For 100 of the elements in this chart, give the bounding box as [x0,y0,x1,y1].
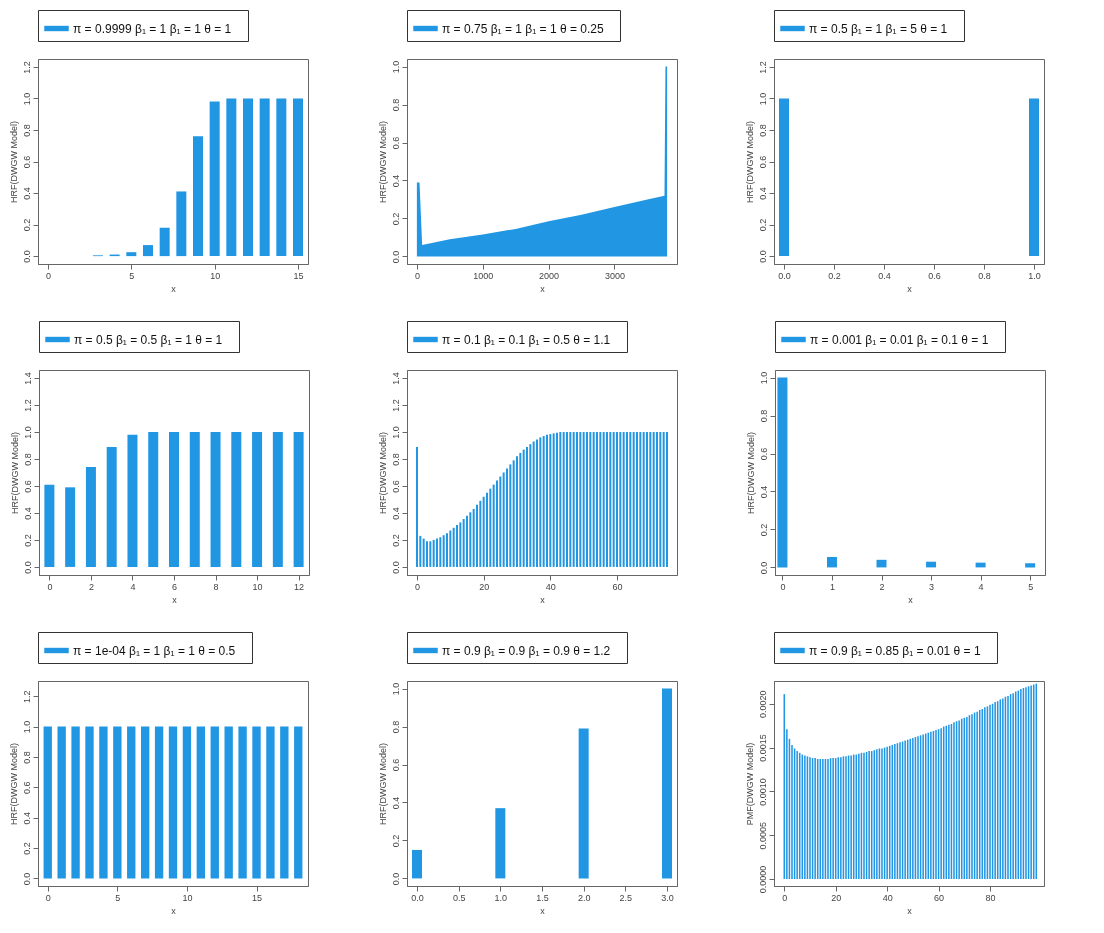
x-tick-label: 0 [780,581,786,592]
bar [449,530,452,567]
x-tick-label: 15 [252,892,263,903]
bar [276,98,287,257]
x-tick-label: 10 [182,892,193,903]
bar [629,432,632,567]
bar [596,432,598,567]
bar [662,688,672,879]
bar [542,436,545,567]
bar [662,432,665,567]
y-tick-label: 0.4 [390,507,401,520]
y-tick-label: 0.4 [390,174,401,188]
bar [416,446,418,567]
x-tick-label: 1000 [473,270,494,281]
bar [1025,563,1036,568]
y-tick-label: 0.2 [21,218,32,232]
y-tick-label: 0.6 [21,155,32,169]
legend-label: π = 0.5 β₁ = 1 β₁ = 5 θ = 1 [809,21,948,36]
bar [44,484,55,567]
legend-label: π = 1e-04 β₁ = 1 β₁ = 1 θ = 0.5 [73,643,236,658]
x-tick-label: 2.5 [619,892,633,903]
x-tick-label: 0 [45,270,52,281]
bar [586,432,588,567]
bar [459,522,462,567]
y-tick-label: 0.8 [21,124,32,137]
x-tick-label: 2 [879,581,885,592]
y-tick-label: 0.6 [390,480,401,493]
x-tick-label: 0 [782,892,788,903]
bar [489,488,492,567]
bar [559,432,562,567]
bar [159,227,170,257]
bar [426,541,428,567]
x-tick-label: 80 [985,892,996,903]
bar [532,441,535,567]
bar [656,432,658,567]
bar [646,432,648,567]
bar [432,539,435,567]
y-axis-title: HRF(DWGW Model) [8,121,19,203]
y-axis-title: HRF(DWGW Model) [8,743,19,825]
bar [826,556,837,568]
legend-label: π = 0.9 β₁ = 0.9 β₁ = 0.9 θ = 1.2 [442,643,611,658]
bar [472,508,475,567]
y-tick-label: 0.0 [757,250,768,263]
y-tick-label: 0.6 [758,447,769,461]
bar [552,433,555,567]
x-axis-title: x [171,283,177,294]
y-tick-label: 0.6 [22,480,33,493]
bar [582,432,585,567]
y-tick-label: 1.0 [390,426,401,439]
y-tick-label: 0.8 [390,98,401,112]
y-tick-label: 1.0 [21,720,32,734]
bar [412,849,422,879]
bar [529,444,532,567]
y-tick-label: 1.0 [390,682,401,696]
y-tick-label: 0.8 [390,720,401,734]
y-tick-label: 0.0 [22,561,33,574]
y-axis-title: HRF(DWGW Model) [744,121,755,203]
bar [592,432,595,567]
x-tick-label: 3 [929,581,935,592]
bar [126,252,137,257]
x-tick-label: 1.5 [536,892,549,903]
bar [452,527,455,567]
y-tick-label: 0.0000 [757,865,768,894]
bar [659,432,662,567]
y-tick-label: 0.0 [390,872,401,886]
y-tick-label: 0.2 [390,212,401,226]
y-tick-label: 0.8 [21,751,32,764]
y-tick-label: 1.0 [22,426,33,439]
bar [519,452,522,567]
y-tick-label: 1.4 [22,372,33,385]
y-axis-title: HRF(DWGW Model) [9,432,20,514]
y-tick-label: 0.8 [757,124,768,137]
y-tick-label: 0.6 [390,758,401,772]
y-tick-label: 0.4 [21,811,32,825]
y-tick-label: 0.0 [390,250,401,264]
bar [272,432,283,567]
x-tick-label: 5 [115,892,121,903]
bar [578,728,589,879]
bar [509,464,512,567]
bar [148,432,159,567]
bar [526,446,528,567]
bar [576,432,578,567]
x-tick-label: 3.0 [661,892,674,903]
x-tick-label: 0.6 [928,270,941,281]
y-tick-label: 0.2 [390,834,401,848]
y-axis-title: HRF(DWGW Model) [377,743,388,825]
y-tick-label: 0.4 [390,796,401,810]
bar [516,456,518,567]
bar [572,432,575,567]
bar [169,432,179,567]
y-tick-label: 1.2 [21,61,32,74]
y-tick-label: 1.2 [21,690,32,703]
bar [556,432,558,567]
bar [479,500,482,567]
legend-label: π = 0.001 β₁ = 0.01 β₁ = 0.1 θ = 1 [810,332,989,347]
bar [106,446,117,567]
x-tick-label: 0 [414,270,420,281]
bar [589,432,592,567]
bar [226,98,237,257]
bar [636,432,638,567]
